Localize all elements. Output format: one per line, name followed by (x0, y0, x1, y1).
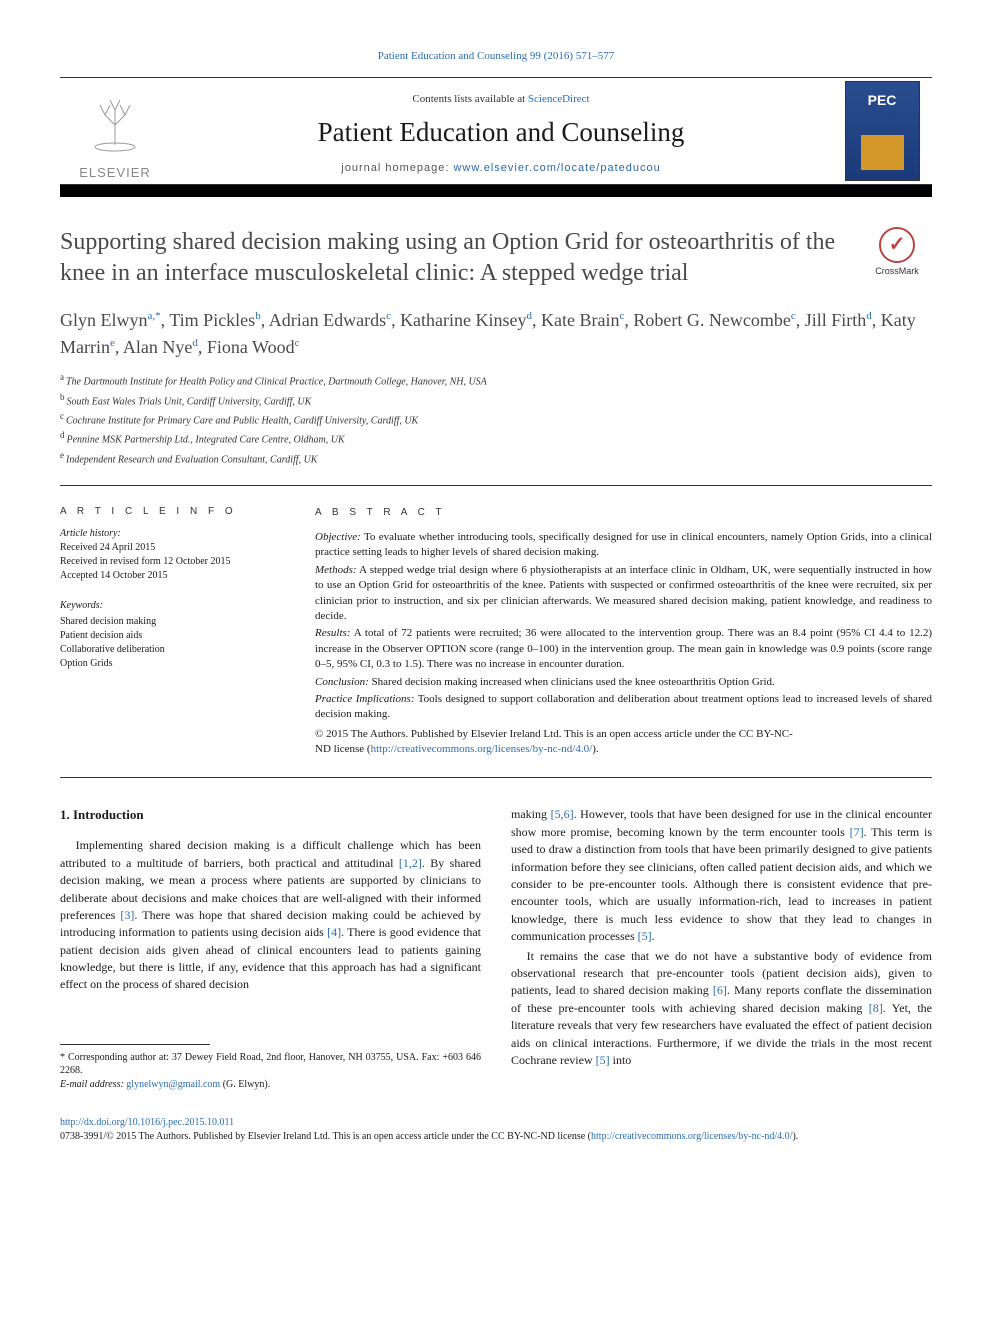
intro-heading: 1. Introduction (60, 806, 481, 825)
crossmark-badge[interactable]: CrossMark (862, 227, 932, 276)
history: Received 24 April 2015Received in revise… (60, 541, 285, 583)
ref-link[interactable]: [6] (713, 983, 727, 997)
footnote-sep (60, 1044, 210, 1045)
divider-bar (60, 185, 932, 197)
journal-band: ELSEVIER Contents lists available at Sci… (60, 77, 932, 185)
article-info-heading: A R T I C L E I N F O (60, 506, 285, 517)
license-link[interactable]: http://creativecommons.org/licenses/by-n… (371, 743, 593, 755)
body-paragraph: Implementing shared decision making is a… (60, 837, 481, 994)
elsevier-tree-icon (60, 78, 170, 161)
ref-link[interactable]: [3] (120, 908, 134, 922)
bottom-meta: http://dx.doi.org/10.1016/j.pec.2015.10.… (60, 1116, 932, 1144)
journal-cover-icon (845, 81, 920, 181)
affiliations: aThe Dartmouth Institute for Health Poli… (60, 371, 932, 467)
bottom-license-link[interactable]: http://creativecommons.org/licenses/by-n… (591, 1131, 792, 1142)
column-right: making [5,6]. However, tools that have b… (511, 806, 932, 1091)
keywords-label: Keywords: (60, 599, 285, 613)
ref-link[interactable]: [4] (327, 925, 341, 939)
top-citation: Patient Education and Counseling 99 (201… (60, 50, 932, 62)
body-paragraph: making [5,6]. However, tools that have b… (511, 806, 932, 945)
publisher-label: ELSEVIER (60, 161, 170, 184)
ref-link[interactable]: [5,6] (551, 807, 574, 821)
ref-link[interactable]: [5] (638, 929, 652, 943)
top-journal-link[interactable]: Patient Education and Counseling 99 (201… (378, 50, 614, 62)
authors-list: Glyn Elwyna,*, Tim Picklesb, Adrian Edwa… (60, 307, 932, 361)
sciencedirect-link[interactable]: ScienceDirect (528, 93, 590, 105)
crossmark-icon (879, 227, 915, 263)
abstract: Objective: To evaluate whether introduci… (315, 530, 932, 757)
body-paragraph: It remains the case that we do not have … (511, 948, 932, 1070)
ref-link[interactable]: [8] (869, 1001, 883, 1015)
article-title: Supporting shared decision making using … (60, 227, 842, 289)
contents-line: Contents lists available at ScienceDirec… (190, 93, 812, 105)
footnote: * Corresponding author at: 37 Dewey Fiel… (60, 1051, 481, 1092)
journal-name: Patient Education and Counseling (190, 117, 812, 148)
email-link[interactable]: glynelwyn@gmail.com (126, 1079, 220, 1090)
homepage-link[interactable]: www.elsevier.com/locate/pateducou (453, 162, 660, 174)
ref-link[interactable]: [1,2] (399, 856, 422, 870)
column-left: 1. Introduction Implementing shared deci… (60, 806, 481, 1091)
history-label: Article history: (60, 527, 285, 541)
homepage-line: journal homepage: www.elsevier.com/locat… (190, 162, 812, 174)
ref-link[interactable]: [5] (596, 1053, 610, 1067)
doi-link[interactable]: http://dx.doi.org/10.1016/j.pec.2015.10.… (60, 1117, 234, 1128)
keywords: Shared decision makingPatient decision a… (60, 615, 285, 671)
ref-link[interactable]: [7] (850, 825, 864, 839)
abstract-heading: A B S T R A C T (315, 506, 932, 520)
